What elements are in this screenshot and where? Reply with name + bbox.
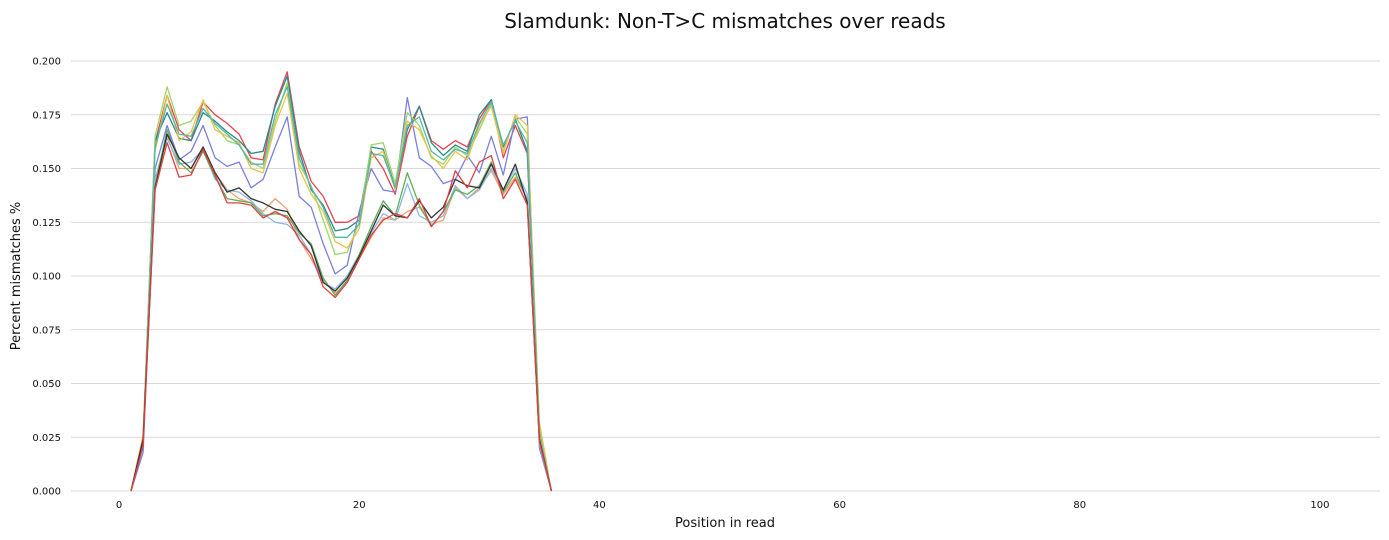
- grid: [71, 60, 1380, 492]
- x-tick-label: 0: [116, 500, 122, 511]
- series-line-7: [130, 135, 553, 492]
- y-axis-ticks: 0.000 0.025 0.050 0.075 0.100 0.125 0.150 0.175…: [32, 57, 61, 498]
- series-line-2: [130, 75, 553, 492]
- x-tick-label: 60: [833, 500, 846, 511]
- x-axis-label: Position in read: [675, 516, 775, 531]
- y-tick-label: 0.175: [32, 110, 61, 121]
- chart-title: Slamdunk: Non-T>C mismatches over reads: [504, 9, 945, 33]
- series-line-10: [130, 133, 553, 492]
- y-tick-label: 0.025: [32, 433, 61, 444]
- series-line-3: [130, 96, 553, 492]
- x-tick-label: 20: [353, 500, 366, 511]
- x-tick-label: 80: [1073, 500, 1086, 511]
- series-line-5: [130, 92, 553, 492]
- y-tick-label: 0.100: [32, 272, 61, 283]
- y-tick-label: 0.125: [32, 218, 61, 229]
- y-axis-label: Percent mismatches %: [9, 202, 24, 350]
- series-lines: [130, 71, 553, 492]
- x-tick-label: 40: [593, 500, 606, 511]
- y-tick-label: 0.050: [32, 379, 61, 390]
- series-line-8: [130, 137, 553, 492]
- y-tick-label: 0.075: [32, 325, 61, 336]
- y-tick-label: 0.000: [32, 487, 61, 498]
- series-line-11: [130, 142, 553, 492]
- series-line-6: [130, 86, 553, 492]
- x-axis-ticks: 0 20 40 60 80 100: [116, 500, 1330, 511]
- y-tick-label: 0.150: [32, 164, 61, 175]
- x-tick-label: 100: [1310, 500, 1329, 511]
- series-line-1: [130, 71, 553, 492]
- y-tick-label: 0.200: [32, 57, 61, 68]
